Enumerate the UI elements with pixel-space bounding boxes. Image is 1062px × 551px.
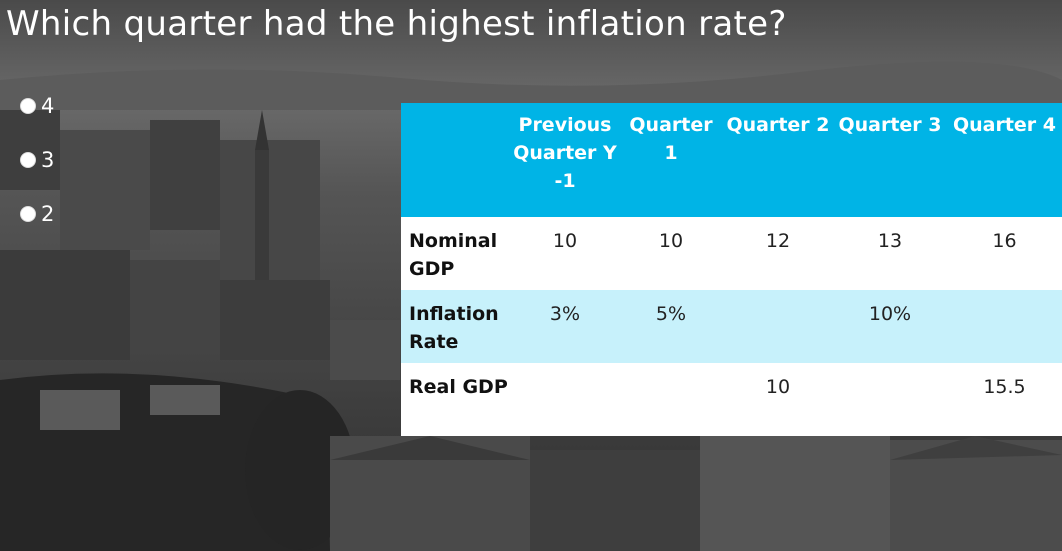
- table-row: Inflation Rate 3% 5% 10%: [401, 290, 1062, 363]
- question-title: Which quarter had the highest inflation …: [6, 4, 787, 44]
- radio-button-icon[interactable]: [20, 152, 36, 168]
- header-cell: Quarter 3: [838, 114, 942, 136]
- table-cell: 5%: [655, 303, 687, 325]
- table-cell: 3%: [549, 303, 581, 325]
- radio-button-icon[interactable]: [20, 98, 36, 114]
- table-cell: 13: [877, 230, 903, 252]
- table-cell: 10: [552, 230, 578, 252]
- table-row: Nominal GDP 10 10 12 13 16: [401, 217, 1062, 290]
- row-label: Inflation Rate: [409, 303, 499, 353]
- table-cell: 10%: [868, 303, 912, 325]
- table-cell: 16: [992, 230, 1017, 252]
- table-cell: [947, 290, 1062, 363]
- row-label: Nominal GDP: [409, 230, 498, 280]
- option-label: 2: [41, 202, 55, 226]
- table-header-row: Previous Quarter Y -1 Quarter 1 Quarter …: [401, 103, 1062, 217]
- header-cell: [401, 103, 511, 217]
- header-cell: Previous Quarter Y -1: [513, 114, 617, 192]
- header-cell: Quarter 1: [629, 114, 713, 164]
- option-label: 4: [41, 94, 55, 118]
- option-3[interactable]: 3: [20, 148, 54, 172]
- option-label: 3: [41, 148, 55, 172]
- table-cell: 15.5: [983, 376, 1026, 398]
- gdp-inflation-table: Previous Quarter Y -1 Quarter 1 Quarter …: [401, 103, 1062, 436]
- header-cell: Quarter 2: [726, 114, 830, 136]
- header-cell: Quarter 4: [952, 114, 1057, 136]
- row-label: Real GDP: [409, 376, 508, 398]
- table-cell: [619, 363, 723, 436]
- table-row: Real GDP 10 15.5: [401, 363, 1062, 436]
- table-cell: [511, 363, 619, 436]
- option-2[interactable]: 2: [20, 202, 54, 226]
- table-cell: [833, 363, 947, 436]
- table-cell: 12: [765, 230, 791, 252]
- table-cell: [723, 290, 833, 363]
- table-cell: 10: [658, 230, 684, 252]
- radio-button-icon[interactable]: [20, 206, 36, 222]
- table-cell: 10: [765, 376, 791, 398]
- option-4[interactable]: 4: [20, 94, 54, 118]
